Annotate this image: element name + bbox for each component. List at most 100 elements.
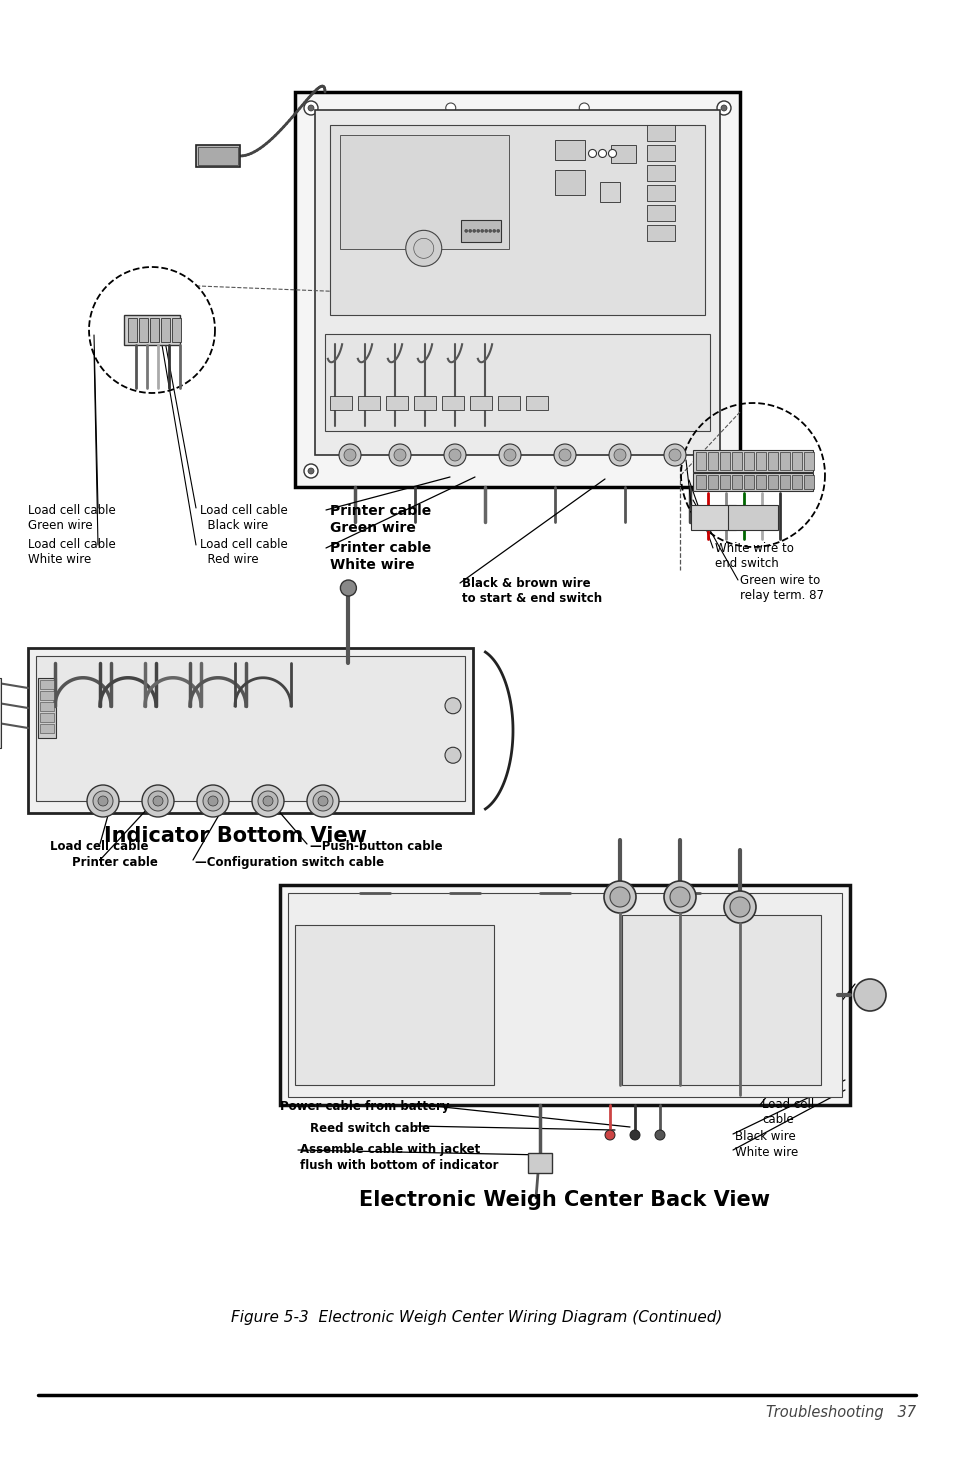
Text: end switch: end switch (714, 558, 778, 569)
Bar (40, 690, 54, 701)
Text: White wire: White wire (28, 553, 91, 566)
Circle shape (493, 230, 496, 233)
Circle shape (307, 785, 338, 817)
Bar (525, 397, 547, 410)
Text: to start & end switch: to start & end switch (461, 591, 601, 605)
Bar (314, 111, 720, 454)
Text: Power cable from battery: Power cable from battery (280, 1100, 449, 1114)
Circle shape (588, 149, 596, 158)
Bar (294, 925, 494, 1086)
Circle shape (257, 791, 277, 811)
Circle shape (340, 580, 356, 596)
Bar (470, 397, 492, 410)
Bar (791, 475, 801, 490)
Bar (386, 397, 408, 410)
Circle shape (252, 785, 284, 817)
Bar (527, 1153, 552, 1173)
Circle shape (196, 785, 229, 817)
Bar (646, 125, 675, 142)
Text: Green wire to: Green wire to (740, 574, 820, 587)
Bar (731, 451, 741, 471)
Text: Load cell cable: Load cell cable (200, 504, 288, 518)
Text: Load cell cable: Load cell cable (50, 839, 149, 853)
Text: Indicator Bottom View: Indicator Bottom View (104, 826, 366, 847)
Bar (646, 184, 675, 201)
Circle shape (729, 897, 749, 917)
Bar (731, 475, 741, 490)
Circle shape (608, 444, 630, 466)
Text: Printer cable: Printer cable (71, 855, 157, 869)
Bar (803, 475, 813, 490)
Circle shape (449, 448, 460, 462)
Circle shape (503, 448, 516, 462)
Circle shape (304, 465, 317, 478)
Circle shape (473, 230, 476, 233)
Bar (128, 319, 137, 342)
Bar (139, 319, 148, 342)
Circle shape (488, 230, 491, 233)
Text: Reed switch cable: Reed switch cable (310, 1122, 430, 1134)
Circle shape (604, 1130, 615, 1140)
Circle shape (663, 881, 696, 913)
Circle shape (554, 444, 576, 466)
Circle shape (405, 230, 441, 267)
Circle shape (317, 796, 328, 805)
Bar (646, 205, 675, 221)
Text: Green wire: Green wire (28, 519, 92, 532)
Bar (0, 678, 1, 748)
Circle shape (263, 796, 273, 805)
Text: Red wire to: Red wire to (691, 504, 758, 518)
Text: —Configuration switch cable: —Configuration switch cable (194, 855, 384, 869)
Bar (646, 145, 675, 161)
Circle shape (443, 444, 465, 466)
Bar (414, 397, 436, 410)
Bar (40, 680, 54, 689)
Bar (646, 226, 675, 240)
Circle shape (484, 230, 487, 233)
Bar (555, 170, 584, 195)
Circle shape (394, 448, 406, 462)
Circle shape (476, 230, 479, 233)
Circle shape (414, 239, 434, 258)
Bar (767, 475, 778, 490)
Bar (172, 319, 181, 342)
Bar (611, 145, 636, 164)
Bar (720, 475, 729, 490)
Bar (330, 125, 704, 314)
Bar (198, 148, 237, 165)
Text: Electronic Weigh Center Back View: Electronic Weigh Center Back View (359, 1190, 770, 1210)
Circle shape (87, 785, 119, 817)
Bar (40, 724, 54, 733)
Circle shape (308, 105, 314, 111)
Text: flush with bottom of indicator: flush with bottom of indicator (299, 1159, 498, 1173)
Text: White wire: White wire (734, 1146, 798, 1159)
Text: Black wire: Black wire (734, 1130, 795, 1143)
Circle shape (603, 881, 636, 913)
Circle shape (668, 448, 680, 462)
Bar (692, 473, 812, 491)
Bar (460, 220, 500, 242)
Text: Green wire: Green wire (330, 521, 416, 535)
Bar (720, 451, 729, 471)
Text: Red wire: Red wire (200, 553, 258, 566)
Circle shape (498, 444, 520, 466)
Text: Black & brown wire: Black & brown wire (461, 577, 590, 590)
Bar (38, 678, 56, 738)
Circle shape (717, 465, 730, 478)
Bar (767, 451, 778, 471)
Circle shape (445, 103, 456, 114)
Circle shape (598, 149, 606, 158)
Circle shape (208, 796, 218, 805)
Bar (288, 892, 841, 1097)
Bar (441, 397, 463, 410)
Bar (555, 140, 584, 159)
Bar (280, 885, 849, 1105)
Text: Printer cable: Printer cable (330, 504, 431, 518)
Circle shape (578, 103, 589, 114)
Circle shape (720, 105, 726, 111)
Circle shape (655, 1130, 664, 1140)
Bar (707, 451, 718, 471)
Bar (294, 91, 740, 487)
Circle shape (444, 748, 460, 763)
Bar (690, 504, 735, 530)
